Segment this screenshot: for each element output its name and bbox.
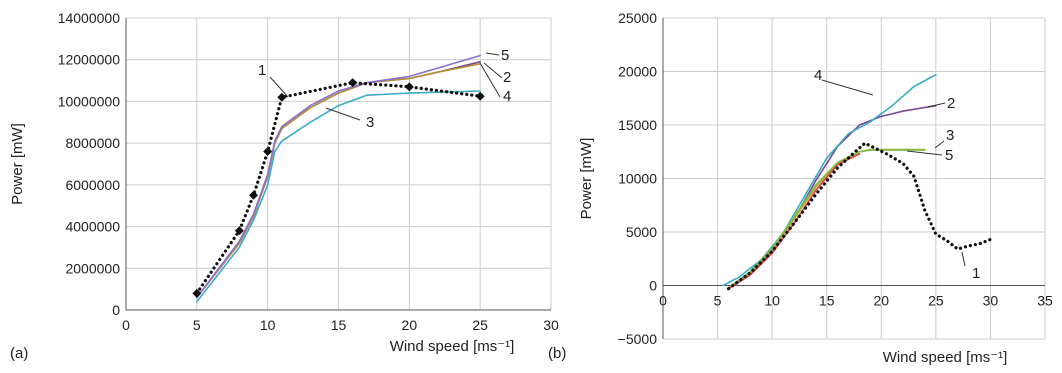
callout-leader [927, 102, 946, 108]
y-axis-title: Power [mW] [578, 138, 595, 220]
y-tick-label: 0 [649, 278, 657, 294]
series-callout-label: 3 [946, 127, 954, 144]
y-tick-label: 10000 [618, 171, 657, 187]
y-tick-label: 8000000 [65, 135, 120, 151]
x-tick-label: 25 [472, 317, 488, 333]
y-tick-label: 15000 [618, 117, 657, 133]
series-callout-label: 4 [814, 67, 822, 84]
x-tick-label: 10 [260, 317, 276, 333]
chart-panel-a: 0 5 10 15 20 25 300200000040000006000000800000… [9, 10, 559, 362]
series-callout-label: 1 [972, 265, 980, 282]
data-point-marker [404, 82, 414, 92]
y-tick-label: 0 [112, 302, 120, 318]
x-tick-label: 10 [764, 293, 780, 309]
series-line-5 [727, 149, 926, 289]
series-callout-label: 4 [503, 88, 511, 105]
x-tick-label: 30 [983, 293, 999, 309]
callout-leader [483, 62, 503, 79]
callout-leader [961, 251, 966, 267]
y-tick-label: 4000000 [65, 219, 120, 235]
x-tick-label: 20 [402, 317, 418, 333]
series-callout-label: 1 [258, 62, 266, 79]
callout-leader [479, 62, 501, 98]
y-axis-title: Power [mW] [9, 123, 26, 205]
x-tick-label: 30 [543, 317, 559, 333]
x-tick-label: 20 [873, 293, 889, 309]
x-axis-title: Wind speed [ms⁻¹] [390, 338, 515, 355]
series-callout-label: 3 [366, 114, 374, 131]
series-line-4 [196, 63, 481, 299]
data-point-marker [234, 226, 244, 236]
callout-leader [934, 140, 945, 149]
x-tick-label: 25 [928, 293, 944, 309]
series-callout-label: 2 [503, 69, 511, 86]
x-tick-label: 5 [714, 293, 722, 309]
series-line-1 [195, 81, 482, 295]
y-tick-label: 10000000 [58, 93, 121, 109]
x-axis-title: Wind speed [ms⁻¹] [883, 349, 1008, 366]
x-tick-label: 5 [193, 317, 201, 333]
y-tick-label: 5000 [626, 224, 657, 240]
data-point-marker [192, 288, 202, 298]
series-line-3 [196, 90, 481, 303]
y-tick-label: 6000000 [65, 177, 120, 193]
data-point-marker [263, 146, 273, 156]
data-point-marker [348, 78, 358, 88]
x-tick-label: 35 [1037, 293, 1053, 309]
x-tick-label: 0 [122, 317, 130, 333]
callout-leader [269, 76, 289, 98]
callout-leader [485, 52, 500, 56]
series-callout-label: 5 [945, 147, 953, 164]
data-point-marker [249, 190, 258, 200]
panel-label: (a) [10, 345, 28, 362]
series-callout-label: 2 [947, 95, 955, 112]
data-point-marker [475, 91, 485, 101]
callout-leader [325, 107, 361, 121]
series-line-extra [727, 153, 861, 290]
callout-leader [821, 79, 874, 96]
y-tick-label: 2000000 [65, 260, 120, 276]
data-point-marker [277, 92, 287, 102]
chart-panel-b: 0 5 10 15 20 25 30 35−5000050001000015000200002… [548, 10, 1053, 366]
x-tick-label: 15 [819, 293, 835, 309]
series-line-4 [722, 73, 937, 287]
y-tick-label: 25000 [618, 10, 657, 26]
y-tick-label: 20000 [618, 64, 657, 80]
y-tick-label: 14000000 [58, 10, 121, 26]
y-tick-label: 12000000 [58, 52, 121, 68]
series-line-1 [726, 141, 992, 291]
series-line-5 [196, 54, 481, 299]
panel-label: (b) [548, 345, 566, 362]
x-tick-label: 0 [659, 293, 667, 309]
series-callout-label: 5 [501, 47, 509, 64]
x-tick-label: 15 [331, 317, 347, 333]
y-tick-label: −5000 [618, 331, 658, 347]
callout-leader [906, 150, 943, 156]
